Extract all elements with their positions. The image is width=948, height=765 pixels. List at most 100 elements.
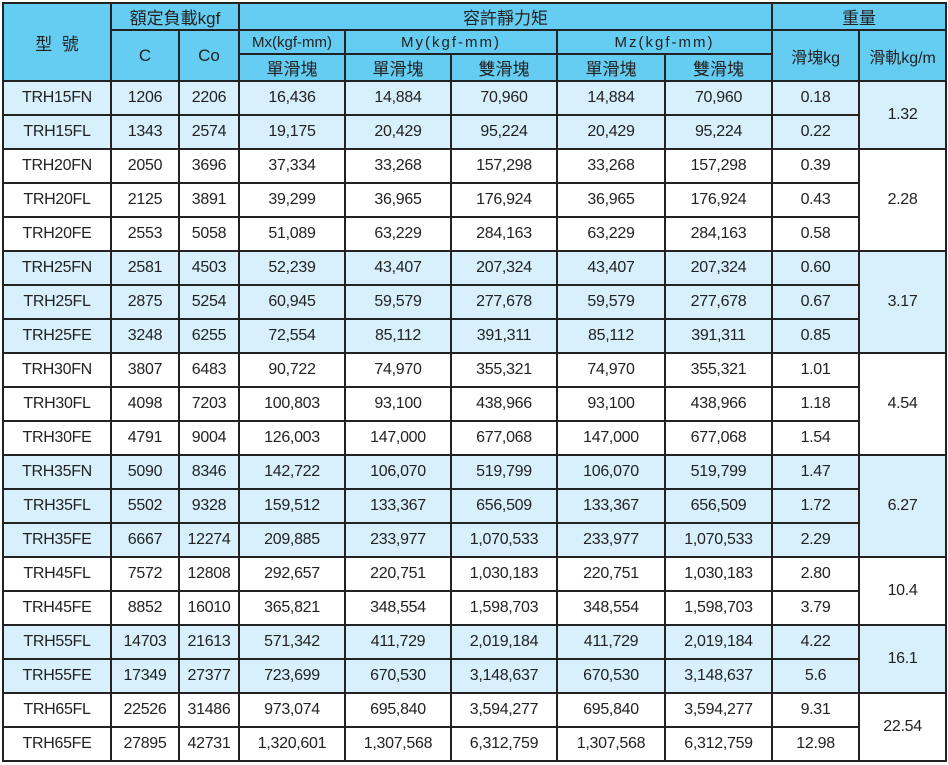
table-row: TRH15FN 1206 2206 16,436 14,884 70,960 14,884 7… (2, 80, 948, 150)
cell-co: 5254 (178, 284, 240, 320)
cell-my-single: 220,751 (344, 556, 452, 592)
cell-mz-double: 391,311 (663, 318, 774, 354)
table-row: TRH15FL 1343 2574 19,175 20,429 95,224 20,429 9… (2, 114, 946, 150)
table-row: TRH45FE 8852 16010 365,821 348,554 1,598,703 3… (2, 590, 946, 626)
cell-my-double: 656,509 (450, 488, 558, 524)
cell-mz-double: 95,224 (663, 114, 774, 150)
cell-co: 21613 (178, 624, 240, 660)
cell-c: 5090 (110, 454, 180, 490)
cell-rail-kg-m: 22.54 (858, 692, 948, 762)
cell-my-double: 3,148,637 (450, 658, 558, 694)
cell-rail-kg-m: 16.1 (858, 624, 948, 694)
cell-my-double: 1,030,183 (450, 556, 558, 592)
cell-mz-double: 656,509 (663, 488, 774, 524)
cell-my-double: 157,298 (450, 148, 558, 184)
table-row: TRH45FL 7572 12808 292,657 220,751 1,030,183 2… (2, 556, 948, 626)
cell-my-double: 277,678 (450, 284, 558, 320)
cell-mx-single: 126,003 (238, 420, 346, 456)
cell-co: 3696 (178, 148, 240, 184)
cell-mz-double: 355,321 (663, 352, 774, 388)
cell-my-double: 70,960 (450, 80, 558, 116)
cell-block-kg: 0.58 (771, 216, 861, 252)
header-c: C (110, 29, 180, 82)
cell-mz-single: 695,840 (556, 692, 666, 728)
cell-block-kg: 1.72 (771, 488, 861, 524)
cell-co: 9328 (178, 488, 240, 524)
cell-mz-double: 6,312,759 (663, 726, 774, 762)
cell-co: 27377 (178, 658, 240, 694)
cell-my-single: 20,429 (344, 114, 452, 150)
table-row: TRH30FE 4791 9004 126,003 147,000 677,068 147,… (2, 420, 946, 456)
cell-mx-single: 571,342 (238, 624, 346, 660)
cell-my-double: 3,594,277 (450, 692, 558, 728)
cell-my-single: 1,307,568 (344, 726, 452, 762)
table-row: TRH30FL 4098 7203 100,803 93,100 438,966 93,10… (2, 386, 946, 422)
cell-c: 3248 (110, 318, 180, 354)
cell-mz-double: 277,678 (663, 284, 774, 320)
cell-mx-single: 37,334 (238, 148, 346, 184)
cell-block-kg: 2.80 (771, 556, 861, 592)
cell-c: 3807 (110, 352, 180, 388)
header-mz-single: 單滑塊 (556, 53, 666, 82)
cell-co: 5058 (178, 216, 240, 252)
cell-mx-single: 72,554 (238, 318, 346, 354)
cell-my-double: 176,924 (450, 182, 558, 218)
cell-model: TRH30FL (2, 386, 112, 422)
cell-block-kg: 1.18 (771, 386, 861, 422)
cell-co: 2206 (178, 80, 240, 116)
cell-mz-double: 176,924 (663, 182, 774, 218)
cell-model: TRH15FN (2, 80, 112, 116)
header-rail-kg-m: 滑軌kg/m (858, 29, 948, 82)
cell-block-kg: 0.85 (771, 318, 861, 354)
header-block-kg: 滑塊kg (771, 29, 861, 82)
table-row: TRH25FL 2875 5254 60,945 59,579 277,678 59,579… (2, 284, 946, 320)
cell-co: 31486 (178, 692, 240, 728)
cell-my-single: 106,070 (344, 454, 452, 490)
cell-mx-single: 209,885 (238, 522, 346, 558)
cell-mz-single: 43,407 (556, 250, 666, 286)
cell-mx-single: 52,239 (238, 250, 346, 286)
cell-my-double: 2,019,184 (450, 624, 558, 660)
cell-co: 8346 (178, 454, 240, 490)
cell-block-kg: 2.29 (771, 522, 861, 558)
table-row: TRH35FE 6667 12274 209,885 233,977 1,070,533 2… (2, 522, 946, 558)
cell-c: 14703 (110, 624, 180, 660)
cell-co: 2574 (178, 114, 240, 150)
cell-mz-single: 147,000 (556, 420, 666, 456)
cell-mz-double: 2,019,184 (663, 624, 774, 660)
cell-my-double: 677,068 (450, 420, 558, 456)
cell-model: TRH55FL (2, 624, 112, 660)
cell-model: TRH20FL (2, 182, 112, 218)
cell-c: 17349 (110, 658, 180, 694)
cell-my-double: 1,070,533 (450, 522, 558, 558)
cell-block-kg: 1.54 (771, 420, 861, 456)
cell-block-kg: 0.43 (771, 182, 861, 218)
cell-model: TRH45FE (2, 590, 112, 626)
header-co: Co (178, 29, 240, 82)
cell-my-single: 348,554 (344, 590, 452, 626)
cell-model: TRH55FE (2, 658, 112, 694)
cell-my-double: 284,163 (450, 216, 558, 252)
cell-my-single: 670,530 (344, 658, 452, 694)
cell-my-double: 355,321 (450, 352, 558, 388)
cell-my-single: 43,407 (344, 250, 452, 286)
cell-mz-double: 677,068 (663, 420, 774, 456)
cell-model: TRH25FN (2, 250, 112, 286)
cell-my-double: 438,966 (450, 386, 558, 422)
table-row: TRH65FL 22526 31486 973,074 695,840 3,594,277… (2, 692, 948, 762)
cell-rail-kg-m: 6.27 (858, 454, 948, 558)
cell-mx-single: 159,512 (238, 488, 346, 524)
cell-my-double: 6,312,759 (450, 726, 558, 762)
table-row: TRH55FE 17349 27377 723,699 670,530 3,148,637… (2, 658, 946, 694)
cell-c: 27895 (110, 726, 180, 762)
cell-co: 12274 (178, 522, 240, 558)
cell-c: 4791 (110, 420, 180, 456)
cell-mz-single: 33,268 (556, 148, 666, 184)
cell-mz-single: 59,579 (556, 284, 666, 320)
cell-my-single: 63,229 (344, 216, 452, 252)
cell-model: TRH35FN (2, 454, 112, 490)
cell-c: 22526 (110, 692, 180, 728)
cell-co: 16010 (178, 590, 240, 626)
cell-mz-double: 3,594,277 (663, 692, 774, 728)
cell-my-single: 233,977 (344, 522, 452, 558)
